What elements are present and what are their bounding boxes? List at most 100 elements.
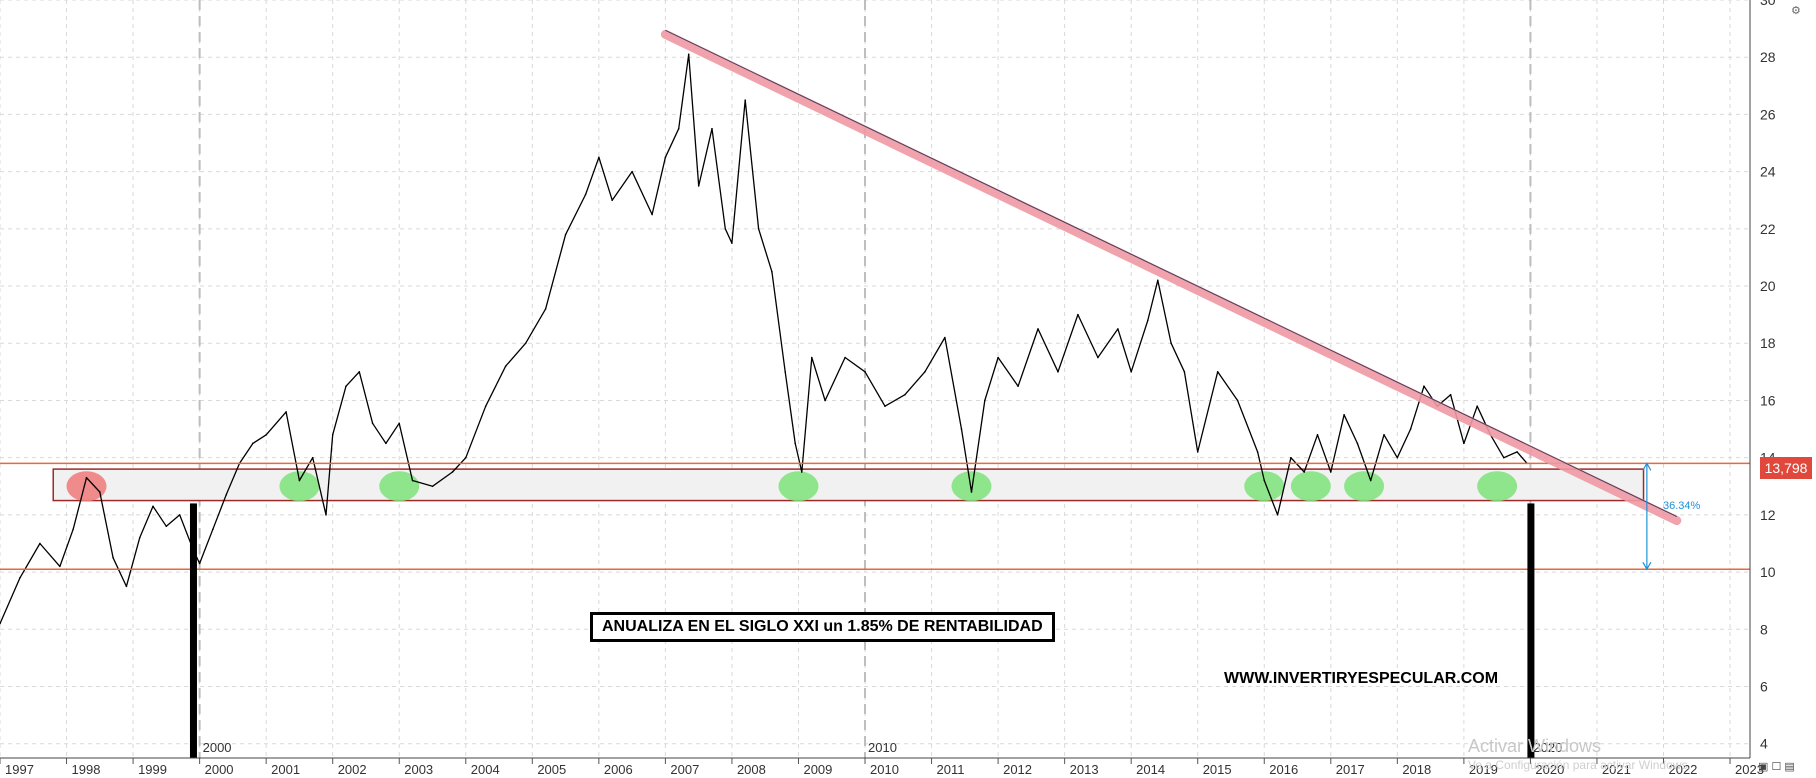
price-point bbox=[1216, 371, 1219, 373]
price-point bbox=[731, 242, 733, 244]
x-tick-label: 2022 bbox=[1668, 762, 1697, 777]
price-point bbox=[484, 405, 487, 407]
last-price-tag: 13,798 bbox=[1760, 457, 1812, 479]
price-point bbox=[311, 456, 314, 459]
price-point bbox=[801, 471, 803, 473]
price-point bbox=[1017, 385, 1019, 387]
price-point bbox=[72, 528, 74, 530]
price-point bbox=[1356, 442, 1359, 445]
price-point bbox=[824, 399, 826, 402]
support-touch-marker bbox=[951, 471, 992, 502]
windows-watermark-sub: Ve a Configuración para activar Windows. bbox=[1468, 758, 1691, 772]
price-point bbox=[1463, 442, 1465, 445]
price-point bbox=[744, 99, 747, 101]
price-point bbox=[1196, 451, 1199, 453]
price-point bbox=[39, 542, 41, 545]
support-band-layer bbox=[52, 468, 1645, 502]
y-tick-label: 6 bbox=[1760, 678, 1768, 694]
price-point bbox=[1383, 433, 1385, 436]
price-point bbox=[677, 127, 680, 130]
price-point bbox=[1263, 479, 1266, 482]
settings-icon[interactable]: ⚙ bbox=[1791, 5, 1801, 17]
range-percent-label: 36.34% bbox=[1663, 500, 1701, 512]
price-point bbox=[1117, 328, 1119, 330]
price-point bbox=[564, 233, 567, 236]
price-point bbox=[298, 479, 301, 482]
price-point bbox=[784, 371, 786, 373]
trendline bbox=[660, 29, 1682, 526]
bottom-toolbar[interactable]: ▣ ☐ ▤ bbox=[1758, 761, 1795, 773]
x-tick-label: 2018 bbox=[1402, 762, 1431, 777]
price-point bbox=[631, 170, 633, 173]
price-point bbox=[757, 228, 760, 230]
price-point bbox=[924, 371, 926, 373]
x-tick-label: 2014 bbox=[1136, 762, 1165, 777]
price-point bbox=[1303, 471, 1305, 473]
price-point bbox=[1396, 456, 1399, 459]
decade-label: 2020 bbox=[1533, 740, 1562, 755]
price-point bbox=[325, 514, 327, 516]
grid bbox=[0, 0, 1750, 758]
price-point bbox=[1057, 371, 1059, 373]
price-point bbox=[504, 365, 507, 367]
x-tick-label: 2010 bbox=[870, 762, 899, 777]
y-tick-label: 30 bbox=[1760, 0, 1776, 8]
x-tick-label: 2007 bbox=[670, 762, 699, 777]
price-point bbox=[598, 156, 600, 159]
price-point bbox=[884, 405, 886, 407]
price-point bbox=[252, 442, 254, 445]
price-point bbox=[59, 565, 61, 568]
price-point bbox=[651, 213, 653, 216]
price-point bbox=[431, 485, 434, 488]
price-point bbox=[331, 433, 334, 436]
price-point bbox=[198, 562, 201, 565]
axes: 4681012141618202224262830199719981999200… bbox=[0, 0, 1776, 777]
price-point bbox=[664, 156, 667, 159]
price-point bbox=[212, 528, 214, 530]
price-point bbox=[1423, 385, 1425, 387]
price-point bbox=[771, 270, 773, 273]
range-arrow-head-bottom bbox=[1642, 561, 1652, 571]
price-point bbox=[1316, 433, 1319, 436]
support-touch-marker bbox=[1244, 471, 1285, 502]
price-point bbox=[112, 556, 114, 559]
x-tick-label: 1998 bbox=[72, 762, 101, 777]
website-label: WWW.INVERTIRYESPECULAR.COM bbox=[1224, 670, 1499, 687]
price-point bbox=[864, 371, 866, 373]
price-point bbox=[125, 585, 128, 588]
overlay-layer: 2000 2010 2020 bbox=[0, 29, 1750, 758]
price-point bbox=[584, 193, 587, 196]
price-point bbox=[358, 371, 361, 373]
price-point bbox=[1369, 479, 1372, 482]
price-point bbox=[85, 476, 88, 479]
x-tick-label: 2012 bbox=[1003, 762, 1032, 777]
x-tick-label: 2011 bbox=[937, 762, 965, 777]
price-point bbox=[711, 127, 713, 130]
x-tick-label: 2019 bbox=[1469, 762, 1498, 777]
x-tick-label: 2001 bbox=[271, 762, 300, 777]
y-tick-label: 4 bbox=[1760, 736, 1768, 752]
y-tick-label: 26 bbox=[1760, 106, 1776, 122]
y-tick-label: 18 bbox=[1760, 335, 1776, 351]
price-point bbox=[524, 342, 527, 345]
x-tick-label: 2002 bbox=[338, 762, 367, 777]
price-point bbox=[371, 422, 374, 425]
price-point bbox=[1449, 393, 1452, 396]
price-point bbox=[225, 494, 228, 496]
price-point bbox=[1183, 371, 1186, 373]
x-tick-label: 2013 bbox=[1070, 762, 1099, 777]
price-point bbox=[165, 525, 168, 528]
price-point bbox=[904, 393, 906, 396]
price-point bbox=[944, 336, 946, 339]
price-point bbox=[544, 308, 547, 310]
annotation-box: ANUALIZA EN EL SIGLO XXI un 1.85% DE REN… bbox=[590, 612, 1055, 642]
support-touch-marker bbox=[1344, 471, 1385, 502]
price-point bbox=[1516, 451, 1518, 453]
price-point bbox=[398, 422, 401, 425]
y-tick-label: 20 bbox=[1760, 278, 1776, 294]
price-point bbox=[411, 479, 414, 482]
y-tick-label: 10 bbox=[1760, 564, 1776, 580]
start-marker-bar bbox=[189, 503, 197, 758]
price-point bbox=[1130, 371, 1132, 373]
